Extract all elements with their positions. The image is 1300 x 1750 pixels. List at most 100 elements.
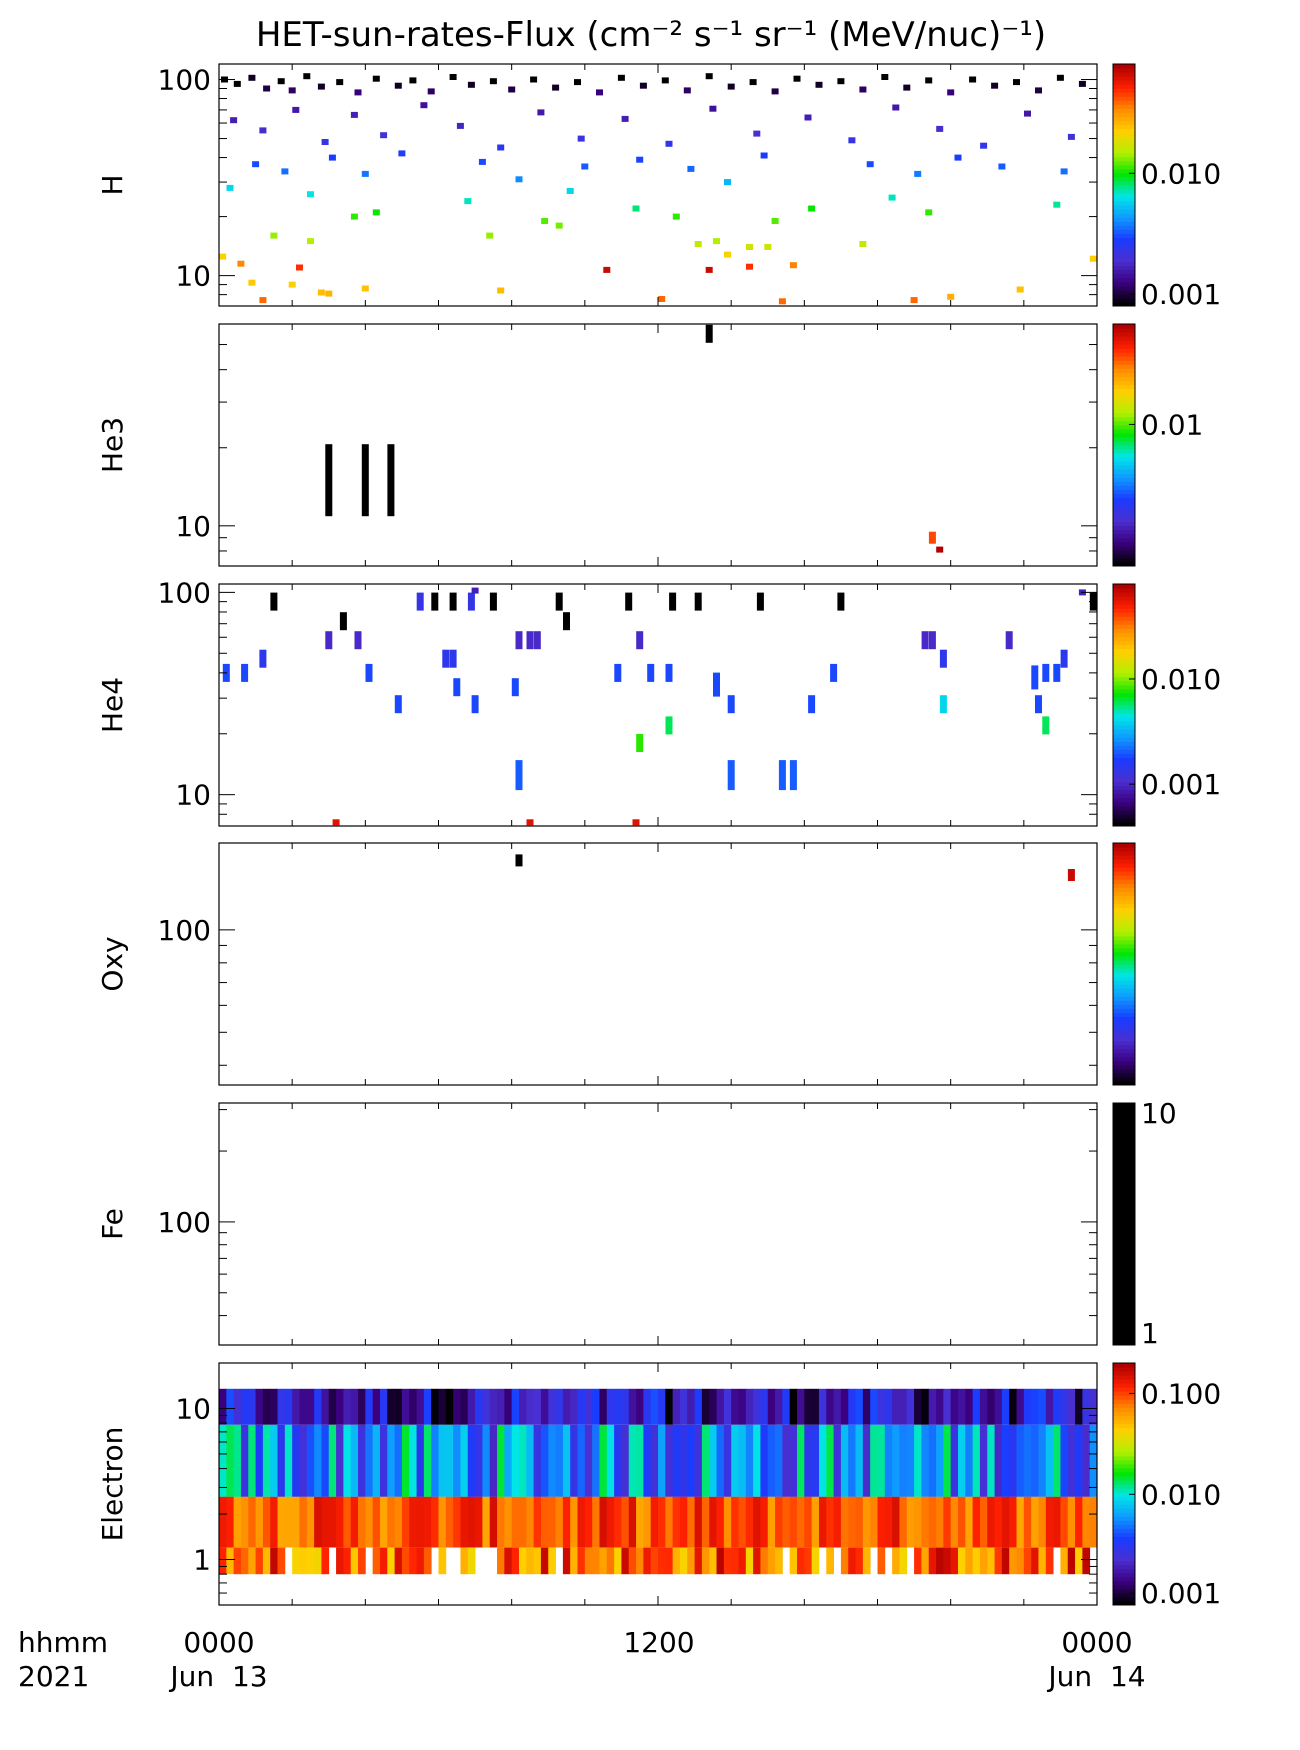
colorbar-segment [1113,156,1135,162]
electron-band-1-cell-45 [548,1424,556,1497]
colorbar-segment [1113,481,1135,486]
electron-band-2-cell-73 [753,1496,761,1548]
colorbar-segment [1113,1504,1135,1509]
colorbar-segment [1113,1588,1135,1594]
electron-band-1-cell-37 [489,1424,498,1497]
electron-band-3-cell-111 [1031,1547,1039,1575]
data-pixel-he4-54 [727,760,735,791]
data-pixel-h-16 [489,78,497,85]
electron-band-1-cell-62 [672,1424,681,1497]
electron-band-0-cell-88 [862,1388,871,1425]
electron-band-2-cell-49 [577,1496,586,1548]
colorbar-segment [1113,1568,1135,1574]
electron-band-3-cell-104 [979,1547,988,1575]
data-pixel-he4-57 [332,819,340,826]
electron-band-0-cell-99 [943,1388,952,1425]
colorbar-segment [1113,947,1135,953]
x-axis: hhmm 2021 0000 Jun 13 1200 0000 Jun 14 [18,1626,1146,1693]
electron-band-2-cell-44 [540,1496,549,1548]
electron-band-2-cell-85 [840,1496,849,1548]
colorbar-segment [1113,1328,1135,1334]
colorbar-segment [1113,1167,1135,1173]
electron-band-2-cell-67 [709,1496,717,1548]
colorbar-segment [1113,1252,1135,1257]
data-pixel-he4-11 [339,612,347,631]
electron-band-0-cell-94 [906,1388,915,1425]
electron-band-1-cell-2 [233,1424,242,1497]
colorbar-segment [1113,596,1135,601]
colorbar-segment [1113,692,1135,698]
electron-band-2-cell-89 [870,1496,878,1548]
electron-band-2-cell-3 [240,1496,249,1548]
electron-band-1-cell-22 [379,1424,388,1497]
colorbar-segment [1113,955,1135,961]
data-pixel-h-84 [464,198,472,205]
electron-band-2-cell-24 [394,1496,403,1548]
electron-band-2-cell-42 [526,1496,535,1548]
colorbar-tick-label-he3-0: 0.01 [1141,408,1203,441]
x-tick-date-jun-13: Jun 13 [168,1660,267,1693]
data-pixel-he4-4 [555,592,563,611]
colorbar-segment [1113,1596,1135,1602]
data-pixel-h-126 [705,266,713,273]
colorbar-segment [1113,821,1135,827]
electron-band-2-cell-71 [738,1496,747,1548]
data-pixel-he4-37 [830,663,838,682]
colorbar-segment [1113,432,1135,438]
electron-band-3-cell-90 [877,1547,886,1575]
electron-band-1-cell-32 [453,1424,461,1497]
electron-band-2-cell-74 [760,1496,769,1548]
colorbar-segment [1113,172,1135,178]
electron-band-3-cell-42 [526,1547,535,1575]
data-pixel-he4-29 [939,649,947,668]
data-pixel-h-47 [321,139,329,145]
electron-band-2-cell-105 [987,1496,995,1548]
colorbar-segment [1113,1012,1135,1017]
data-pixel-h-62 [936,125,944,132]
electron-band-3-cell-11 [299,1547,308,1575]
colorbar-segment [1113,1600,1135,1606]
colorbar-segment [1113,1143,1135,1148]
colorbar-segment [1113,116,1135,121]
electron-band-2-cell-115 [1060,1496,1069,1548]
colorbar-segment [1113,1191,1135,1197]
panel-he4: 100 10 He4 0.010 0.001 [96,576,1221,827]
electron-band-0-cell-76 [775,1388,783,1425]
electron-band-3-cell-23 [387,1547,395,1575]
electron-band-0-cell-58 [643,1388,652,1425]
y-axis-label-h: H [96,174,129,195]
data-pixel-h-22 [617,74,625,81]
colorbar-segment [1113,144,1135,150]
electron-band-1-cell-69 [723,1424,732,1497]
electron-band-1-cell-3 [240,1424,249,1497]
colorbar-segment [1113,1288,1135,1294]
colorbar-segment [1113,269,1135,275]
electron-band-2-cell-61 [665,1496,674,1548]
data-pixel-h-31 [815,81,823,88]
electron-band-0-cell-78 [789,1388,798,1425]
colorbar-segment [1113,1175,1135,1181]
y-axis-label-electron: Electron [96,1427,129,1542]
data-pixel-h-103 [746,244,753,250]
colorbar-segment [1113,959,1135,965]
electron-band-1-cell-53 [606,1424,615,1497]
colorbar-segment [1113,1032,1135,1038]
electron-band-0-cell-59 [650,1388,659,1425]
electron-band-2-cell-95 [914,1496,922,1548]
y-tick-label-h-1: 10 [175,260,211,293]
colorbar-segment [1113,1455,1135,1461]
electron-band-3-cell-116 [1067,1547,1076,1575]
electron-band-0-cell-10 [292,1388,300,1425]
electron-band-0-cell-48 [570,1388,578,1425]
electron-band-3-cell-17 [343,1547,352,1575]
electron-band-2-cell-47 [562,1496,571,1548]
electron-band-2-cell-119 [1089,1496,1098,1548]
colorbar-segment [1113,1020,1135,1025]
electron-band-0-cell-15 [328,1388,337,1425]
electron-band-1-cell-83 [826,1424,834,1497]
colorbar-segment [1113,1028,1135,1034]
data-pixel-h-12 [409,77,417,84]
electron-band-0-cell-30 [438,1388,447,1425]
electron-band-2-cell-100 [950,1496,959,1548]
electron-band-2-cell-23 [387,1496,395,1548]
